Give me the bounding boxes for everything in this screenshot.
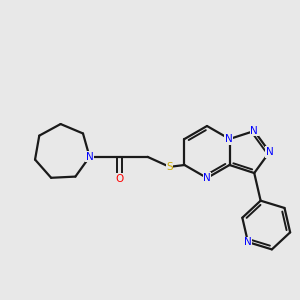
Text: N: N [250, 126, 258, 136]
Text: N: N [244, 237, 252, 247]
Text: N: N [86, 152, 93, 162]
Text: S: S [166, 162, 173, 172]
Text: N: N [225, 134, 232, 144]
Text: N: N [203, 173, 211, 183]
Text: O: O [116, 174, 124, 184]
Text: N: N [266, 147, 273, 157]
Text: N: N [203, 173, 211, 183]
